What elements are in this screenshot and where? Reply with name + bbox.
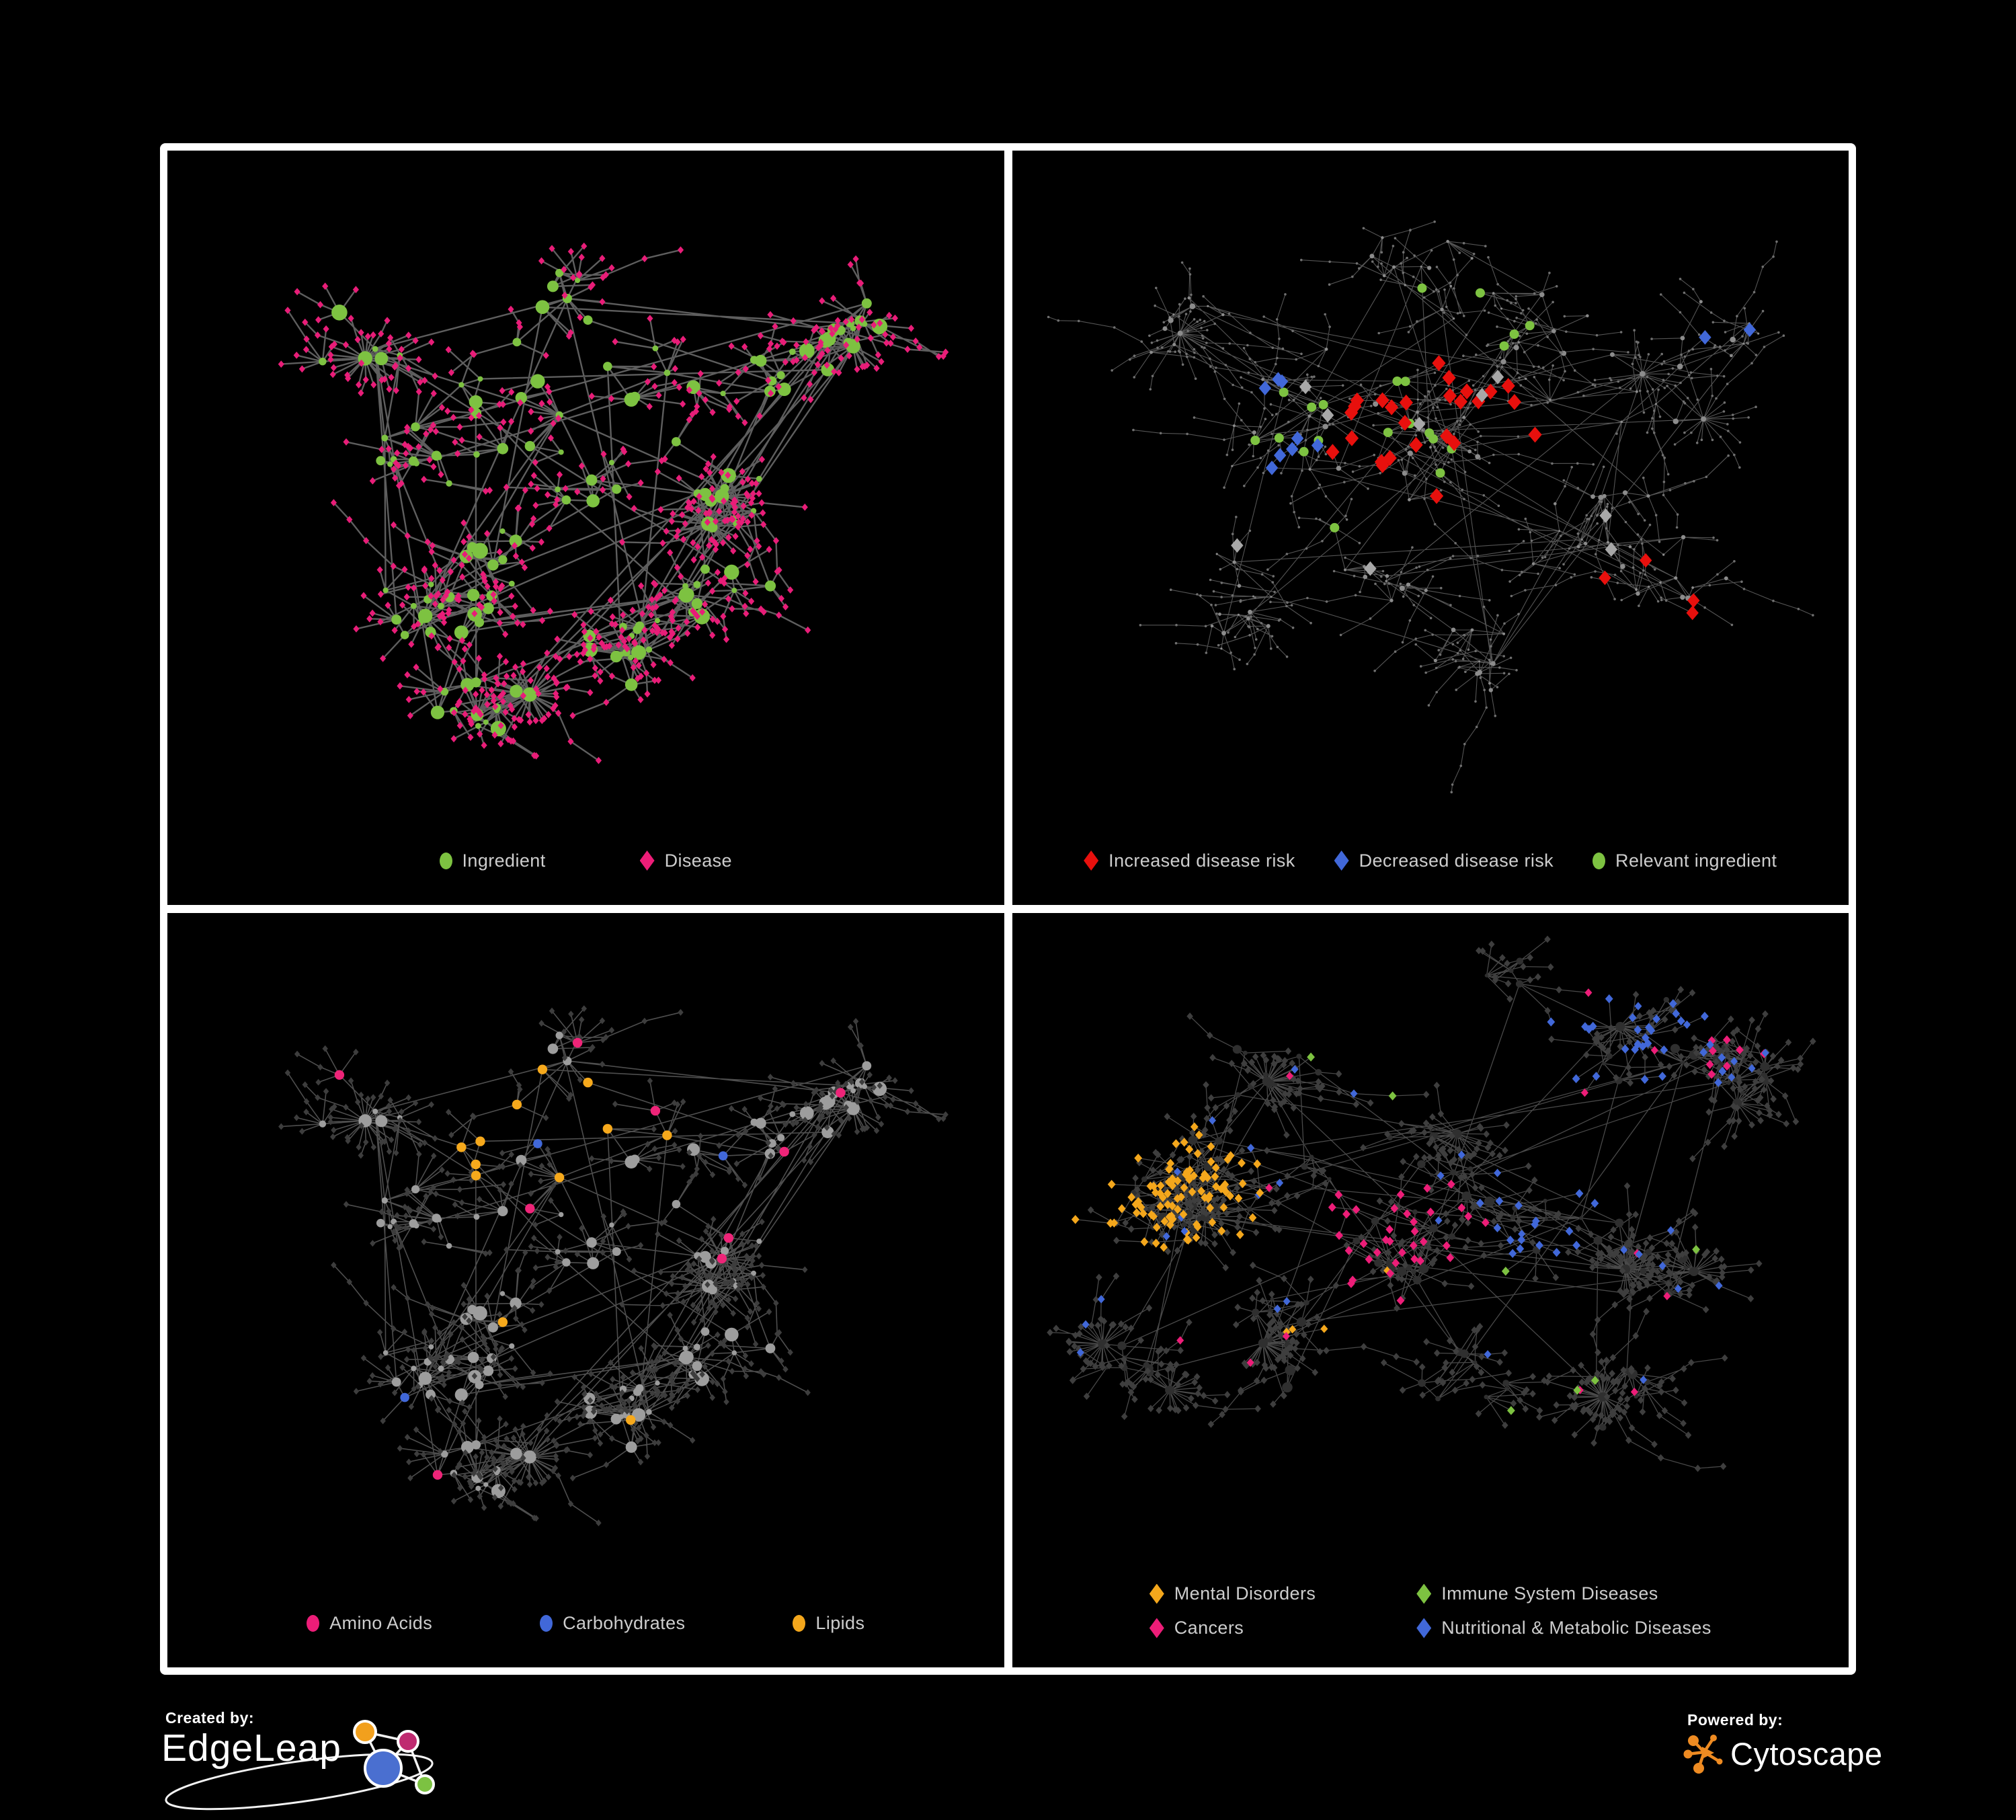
legend-label: Cancers [1174, 1618, 1244, 1638]
diamond-marker-icon [1149, 1618, 1164, 1638]
panel-macronutrients: Amino Acids Carbohydrates Lipids [167, 913, 1004, 1667]
legend-label: Ingredient [462, 850, 546, 871]
legend-item-mental-disorders: Mental Disorders [1149, 1583, 1316, 1604]
legend-macronutrients: Amino Acids Carbohydrates Lipids [167, 1588, 1004, 1667]
legend-label: Decreased disease risk [1359, 850, 1554, 871]
powered-by-label: Powered by: [1687, 1711, 1783, 1729]
cytoscape-wordmark: Cytoscape [1730, 1735, 1883, 1772]
cytoscape-logo-icon [1683, 1735, 1723, 1774]
legend-disease-categories: Mental Disorders Immune System Diseases Ca… [1012, 1567, 1849, 1667]
legend-item-cancers: Cancers [1149, 1618, 1316, 1638]
legend-item-lipids: Lipids [793, 1613, 864, 1634]
legend-ingredient-disease: Ingredient Disease [167, 826, 1004, 905]
diamond-marker-icon [639, 850, 655, 871]
diamond-marker-icon [1334, 850, 1349, 871]
legend-label: Relevant ingredient [1615, 850, 1777, 871]
network-macronutrients-canvas [278, 1005, 949, 1527]
panel-ingredient-disease: Ingredient Disease [167, 151, 1004, 905]
created-by-label: Created by: [165, 1709, 255, 1727]
created-by-block: Created by: EdgeLeap [161, 1706, 538, 1814]
legend-label: Disease [664, 850, 732, 871]
panel-grid: Ingredient Disease Increased disease risk… [160, 143, 1856, 1675]
circle-marker-icon [540, 1614, 553, 1632]
diamond-marker-icon [1149, 1583, 1164, 1604]
legend-item-relevant-ingredient: Relevant ingredient [1592, 850, 1777, 871]
circle-marker-icon [1592, 852, 1606, 869]
legend-item-immune-system-diseases: Immune System Diseases [1416, 1583, 1711, 1604]
legend-item-nutritional-metabolic-diseases: Nutritional & Metabolic Diseases [1416, 1618, 1711, 1638]
legend-label: Nutritional & Metabolic Diseases [1441, 1618, 1711, 1638]
panel-disease-risk: Increased disease risk Decreased disease … [1012, 151, 1849, 905]
legend-item-ingredient: Ingredient [439, 850, 546, 871]
panel-disease-categories: Mental Disorders Immune System Diseases Ca… [1012, 913, 1849, 1667]
cytoscape-brand-row: Cytoscape [1682, 1732, 1897, 1775]
legend-item-carbohydrates: Carbohydrates [540, 1613, 685, 1634]
legend-item-amino-acids: Amino Acids [307, 1613, 432, 1634]
legend-item-disease: Disease [639, 850, 732, 871]
diamond-marker-icon [1416, 1583, 1432, 1604]
network-ingredient-disease-canvas [278, 242, 949, 764]
legend-label: Carbohydrates [563, 1612, 686, 1633]
legend-label: Increased disease risk [1108, 850, 1295, 871]
legend-label: Lipids [815, 1612, 865, 1633]
powered-by-block: Powered by: [1682, 1711, 1897, 1775]
edgeleap-logo-icon [165, 1720, 435, 1811]
circle-marker-icon [307, 1614, 320, 1632]
diamond-marker-icon [1084, 850, 1099, 871]
edgeleap-wordmark: EdgeLeap [161, 1727, 341, 1770]
network-disease-risk-canvas [1047, 221, 1814, 793]
legend-item-decreased-disease-risk: Decreased disease risk [1334, 850, 1554, 871]
legend-disease-risk: Increased disease risk Decreased disease … [1012, 826, 1849, 905]
network-disease-categories-canvas [1046, 935, 1816, 1472]
legend-label: Amino Acids [329, 1612, 433, 1633]
legend-item-increased-disease-risk: Increased disease risk [1084, 850, 1295, 871]
legend-label: Immune System Diseases [1441, 1583, 1658, 1604]
circle-marker-icon [439, 852, 452, 869]
legend-label: Mental Disorders [1174, 1583, 1316, 1604]
diamond-marker-icon [1416, 1618, 1432, 1638]
circle-marker-icon [793, 1614, 806, 1632]
